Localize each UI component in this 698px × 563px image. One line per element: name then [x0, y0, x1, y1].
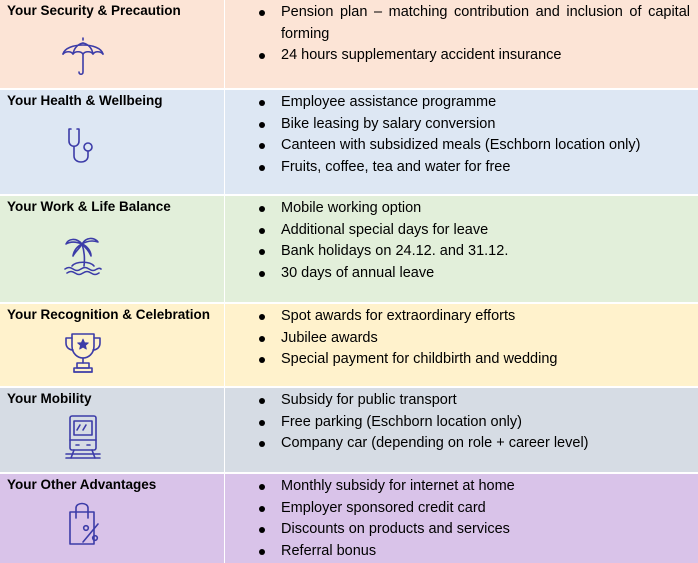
list-item: Discounts on products and services: [225, 519, 698, 541]
section-recognition-header: Your Recognition & Celebration: [0, 304, 224, 386]
section-title: Your Other Advantages: [7, 477, 157, 492]
stethoscope-icon: [58, 122, 108, 172]
section-security-list: Pension plan – matching contribution and…: [224, 0, 698, 88]
list-item: 24 hours supplementary accident insuranc…: [225, 45, 698, 67]
list-item: Employee assistance programme: [225, 92, 698, 114]
section-security-header: Your Security & Precaution: [0, 0, 224, 88]
section-other-advantages: Your Other Advantages Monthly subsidy fo…: [0, 474, 698, 563]
train-icon: [58, 412, 108, 462]
list-item: Fruits, coffee, tea and water for free: [225, 157, 698, 179]
section-mobility-list: Subsidy for public transport Free parkin…: [224, 388, 698, 472]
list-item: Referral bonus: [225, 541, 698, 563]
list-item: Subsidy for public transport: [225, 390, 698, 412]
trophy-icon: [58, 328, 108, 378]
section-recognition-list: Spot awards for extraordinary efforts Ju…: [224, 304, 698, 386]
list-item: Additional special days for leave: [225, 220, 698, 242]
section-work-life-header: Your Work & Life Balance: [0, 196, 224, 302]
section-title: Your Health & Wellbeing: [7, 93, 163, 108]
section-title: Your Mobility: [7, 391, 92, 406]
section-mobility-header: Your Mobility: [0, 388, 224, 472]
list-item: 30 days of annual leave: [225, 263, 698, 285]
palm-island-icon: [58, 228, 108, 278]
section-title: Your Recognition & Celebration: [7, 307, 211, 322]
shopping-bag-percent-icon: [58, 498, 108, 548]
section-recognition: Your Recognition & Celebration Spot awar…: [0, 304, 698, 386]
list-item: Bank holidays on 24.12. and 31.12.: [225, 241, 698, 263]
section-work-life-list: Mobile working option Additional special…: [224, 196, 698, 302]
list-item: Pension plan – matching contribution and…: [225, 2, 698, 45]
section-health: Your Health & Wellbeing Employee assista…: [0, 90, 698, 194]
section-title: Your Work & Life Balance: [7, 199, 171, 214]
section-mobility: Your Mobility Subsidy for public transpo…: [0, 388, 698, 472]
section-health-header: Your Health & Wellbeing: [0, 90, 224, 194]
list-item: Free parking (Eschborn location only): [225, 412, 698, 434]
section-other-advantages-list: Monthly subsidy for internet at home Emp…: [224, 474, 698, 563]
list-item: Mobile working option: [225, 198, 698, 220]
section-security: Your Security & Precaution Pension plan …: [0, 0, 698, 88]
list-item: Monthly subsidy for internet at home: [225, 476, 698, 498]
list-item: Canteen with subsidized meals (Eschborn …: [225, 135, 698, 157]
section-other-advantages-header: Your Other Advantages: [0, 474, 224, 563]
list-item: Employer sponsored credit card: [225, 498, 698, 520]
list-item: Spot awards for extraordinary efforts: [225, 306, 698, 328]
section-work-life: Your Work & Life Balance Mobile working …: [0, 196, 698, 302]
list-item: Special payment for childbirth and weddi…: [225, 349, 698, 371]
list-item: Bike leasing by salary conversion: [225, 114, 698, 136]
list-item: Jubilee awards: [225, 328, 698, 350]
section-title: Your Security & Precaution: [7, 3, 181, 18]
section-health-list: Employee assistance programme Bike leasi…: [224, 90, 698, 194]
list-item: Company car (depending on role + career …: [225, 433, 698, 455]
umbrella-icon: [58, 32, 108, 82]
